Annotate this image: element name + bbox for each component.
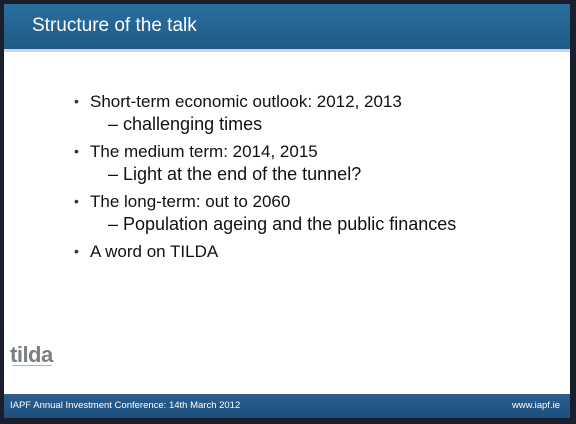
logo-text: tilda — [10, 342, 53, 367]
sub-point: – challenging times — [108, 114, 263, 134]
sub-point: – Light at the end of the tunnel? — [108, 164, 362, 184]
slide-title: Structure of the talk — [32, 15, 197, 36]
bullet-point: The long-term: out to 2060 — [74, 190, 544, 213]
bullet-point: The medium term: 2014, 2015 — [74, 140, 544, 163]
bullet-point: A word on TILDA — [74, 240, 544, 263]
logo-tagline-mark — [12, 365, 52, 372]
slide: Structure of the talk Short-term economi… — [4, 4, 570, 418]
tilda-logo: tilda — [10, 344, 64, 370]
slide-content: Short-term economic outlook: 2012, 2013 … — [74, 90, 544, 263]
footer-bar: IAPF Annual Investment Conference: 14th … — [4, 394, 570, 418]
title-bar: Structure of the talk — [4, 4, 570, 52]
footer-conference: IAPF Annual Investment Conference: 14th … — [10, 400, 241, 411]
sub-point: – Population ageing and the public finan… — [108, 214, 457, 234]
bullet-point: Short-term economic outlook: 2012, 2013 — [74, 90, 544, 113]
footer-website: www.iapf.ie — [511, 400, 560, 411]
